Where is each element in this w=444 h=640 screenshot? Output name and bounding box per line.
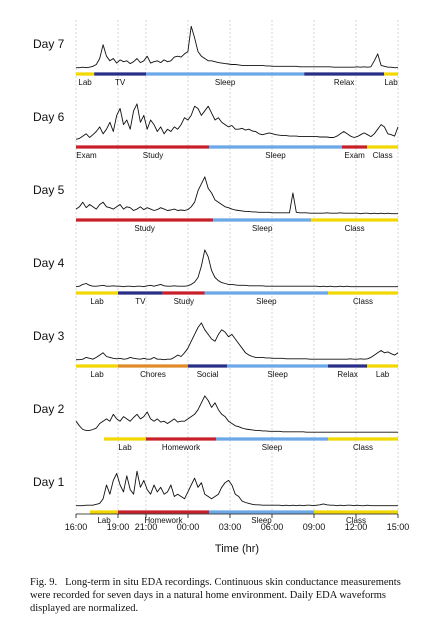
activity-label-day6-3: Exam	[344, 151, 365, 160]
activity-label-day5-0: Study	[134, 224, 154, 233]
eda-trace-day-4	[75, 249, 398, 288]
activity-label-day6-0: Exam	[76, 151, 97, 160]
activity-label-day4-3: Sleep	[256, 297, 277, 306]
activity-label-day4-1: TV	[135, 297, 146, 306]
day-label-5: Day 5	[33, 183, 65, 197]
activity-label-day5-2: Class	[345, 224, 365, 233]
x-tick-label-7: 12:00	[345, 522, 368, 532]
eda-trace-day-7	[76, 25, 398, 69]
x-tick-label-6: 09:00	[303, 522, 326, 532]
activity-label-day3-2: Social	[197, 370, 219, 379]
day-label-6: Day 6	[33, 110, 65, 124]
day-label-2: Day 2	[33, 402, 65, 416]
x-tick-label-2: 21:00	[135, 522, 158, 532]
figure-caption: Fig. 9. Long-term in situ EDA recordings.…	[30, 576, 422, 615]
activity-label-day1-3: Class	[346, 516, 366, 525]
activity-label-day4-2: Study	[174, 297, 194, 306]
eda-trace-day-2	[75, 395, 398, 433]
activity-label-day3-1: Chores	[140, 370, 166, 379]
x-tick-label-5: 06:00	[261, 522, 284, 532]
x-tick-label-1: 19:00	[107, 522, 130, 532]
activity-label-day7-3: Relax	[334, 78, 354, 87]
day-label-4: Day 4	[33, 256, 65, 270]
eda-trace-day-6	[75, 103, 399, 140]
activity-label-day3-0: Lab	[90, 370, 104, 379]
activity-label-day3-5: Lab	[376, 370, 390, 379]
activity-label-day2-1: Homework	[162, 443, 201, 452]
eda-trace-day-1	[76, 470, 398, 507]
activity-label-day2-0: Lab	[118, 443, 132, 452]
day-label-7: Day 7	[33, 37, 65, 51]
x-tick-label-0: 16:00	[65, 522, 88, 532]
activity-label-day3-3: Sleep	[267, 370, 288, 379]
activity-label-day6-4: Class	[373, 151, 393, 160]
activity-label-day1-1: Homework	[144, 516, 183, 525]
activity-label-day4-4: Class	[353, 297, 373, 306]
activity-label-day1-2: Sleep	[251, 516, 272, 525]
x-tick-label-4: 03:00	[219, 522, 242, 532]
activity-label-day2-2: Sleep	[262, 443, 283, 452]
activity-label-day5-1: Sleep	[252, 224, 273, 233]
figure-number: Fig. 9.	[30, 577, 58, 588]
activity-label-day3-4: Relax	[337, 370, 357, 379]
day-label-1: Day 1	[33, 475, 65, 489]
activity-label-day1-0: Lab	[97, 516, 111, 525]
caption-text: Long-term in situ EDA recordings. Contin…	[30, 577, 401, 614]
activity-label-day7-1: TV	[115, 78, 126, 87]
eda-figure: Day 7 Lab TV Sleep Relax Lab Day 6 Exam Study Sle…	[33, 20, 410, 555]
activity-label-day7-4: Lab	[384, 78, 398, 87]
activity-label-day6-2: Sleep	[265, 151, 286, 160]
activity-label-day7-2: Sleep	[215, 78, 236, 87]
eda-trace-day-5	[75, 176, 398, 215]
activity-label-day6-1: Study	[143, 151, 163, 160]
activity-label-day4-0: Lab	[90, 297, 104, 306]
activity-label-day2-3: Class	[353, 443, 373, 452]
x-axis-title: Time (hr)	[215, 543, 259, 555]
activity-label-day7-0: Lab	[78, 78, 92, 87]
day-label-3: Day 3	[33, 329, 65, 343]
x-tick-label-8: 15:00	[387, 522, 410, 532]
eda-trace-day-3	[76, 322, 399, 361]
x-tick-label-3: 00:00	[177, 522, 200, 532]
